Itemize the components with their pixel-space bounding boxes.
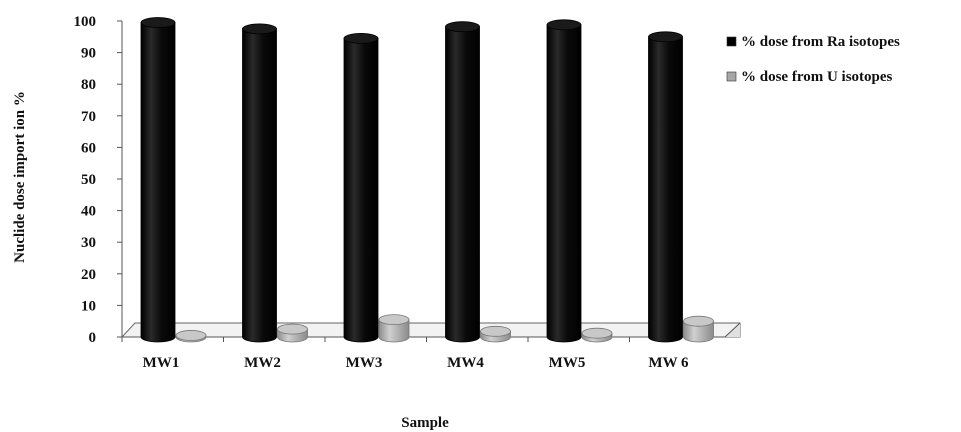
floor-right-edge bbox=[724, 322, 741, 338]
x-tick-label: MW4 bbox=[447, 355, 484, 371]
bar-u bbox=[581, 327, 613, 343]
legend-swatch bbox=[726, 71, 737, 82]
bar-ra bbox=[343, 32, 379, 343]
legend-label: % dose from U isotopes bbox=[741, 69, 893, 85]
y-tick-label: 40 bbox=[81, 204, 96, 220]
legend-label: % dose from Ra isotopes bbox=[741, 34, 900, 50]
x-axis: MW1 MW2 MW3 MW4 MW5 MW 6 bbox=[121, 337, 689, 371]
y-axis-title: Nuclide dose import ion % bbox=[12, 91, 28, 263]
legend: % dose from Ra isotopes % dose from U iso… bbox=[726, 34, 900, 85]
bar-ra bbox=[546, 19, 582, 343]
bar-ra bbox=[648, 31, 683, 343]
bar-u bbox=[378, 314, 410, 343]
bar-u bbox=[277, 323, 308, 343]
x-tick-label: MW1 bbox=[143, 355, 180, 371]
bar-ra bbox=[445, 21, 480, 343]
x-tick-label: MW3 bbox=[346, 355, 383, 371]
bar-u bbox=[480, 325, 511, 343]
chart-floor bbox=[120, 322, 741, 338]
y-tick-label: 20 bbox=[81, 267, 96, 283]
x-tick-label: MW 6 bbox=[648, 355, 689, 371]
y-tick-label: 50 bbox=[81, 172, 96, 188]
y-tick-label: 60 bbox=[81, 140, 96, 156]
bars bbox=[140, 17, 714, 343]
y-tick-label: 30 bbox=[81, 235, 96, 251]
bar-ra bbox=[140, 17, 176, 343]
y-tick-label: 10 bbox=[81, 298, 96, 314]
x-axis-title: Sample bbox=[401, 415, 449, 431]
legend-swatch bbox=[726, 36, 737, 47]
bar-u bbox=[683, 315, 714, 343]
x-tick-label: MW5 bbox=[549, 355, 586, 371]
x-tick-label: MW2 bbox=[244, 355, 281, 371]
floor-top bbox=[120, 322, 741, 338]
bar-u bbox=[175, 330, 207, 343]
y-tick-label: 90 bbox=[81, 46, 96, 62]
y-tick-label: 80 bbox=[81, 77, 96, 93]
y-axis: 0 10 20 30 40 50 60 70 80 90 100 bbox=[74, 14, 123, 346]
y-tick-label: 70 bbox=[81, 109, 96, 125]
y-tick-label: 0 bbox=[89, 330, 97, 346]
y-tick-label: 100 bbox=[74, 14, 97, 30]
bar-ra bbox=[242, 23, 277, 343]
